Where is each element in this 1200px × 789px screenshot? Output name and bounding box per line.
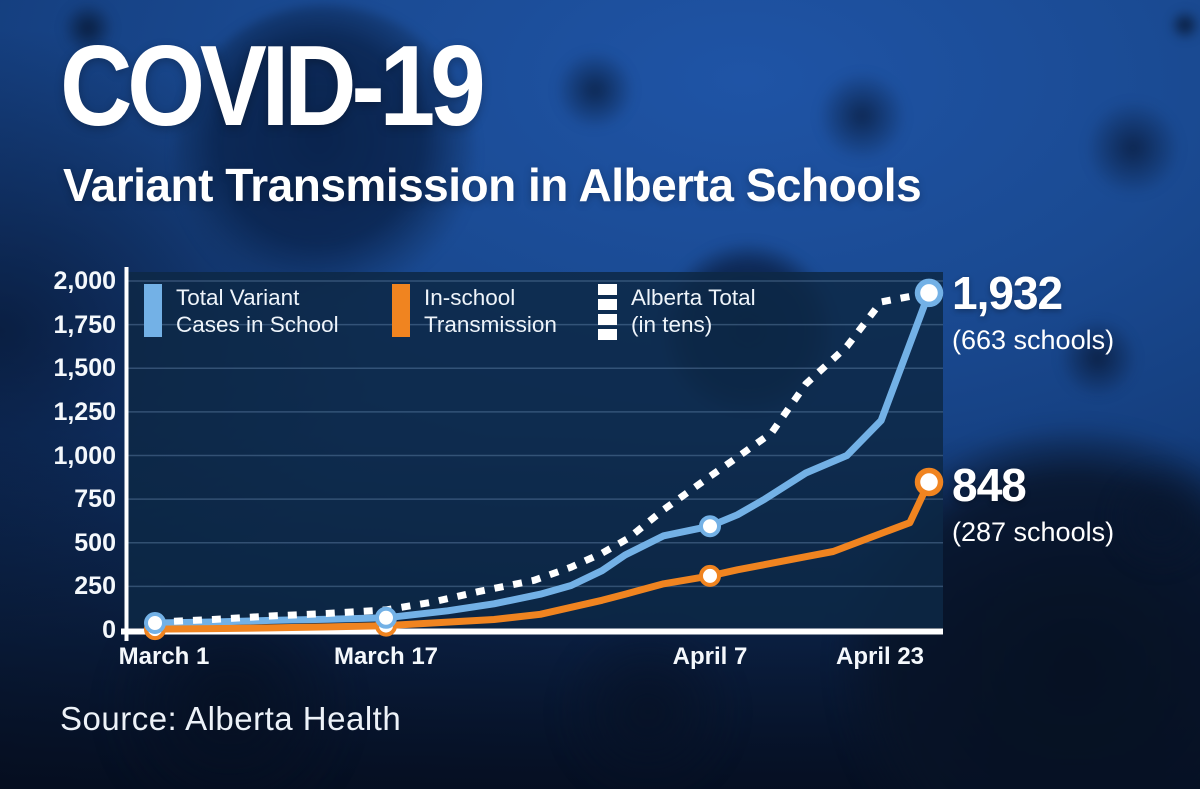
marker-total-variant-cases-in-school — [375, 606, 397, 629]
y-tick-label-1,250: 1,250 — [53, 397, 116, 426]
legend-dash — [598, 329, 617, 340]
source-credit: Source: Alberta Health — [60, 700, 402, 737]
endpoint-annotation-in-school: 848 (287 schools) — [952, 462, 1114, 548]
marker-total-variant-cases-in-school — [144, 612, 166, 634]
x-tick-label-april-23: April 23 — [835, 643, 925, 670]
legend-dash — [598, 314, 617, 325]
marker-in-school-transmission — [914, 467, 944, 497]
legend-label-alberta-total: Alberta Total (in tens) — [631, 284, 756, 340]
endpoint-annotation-total-variant: 1,932 (663 schools) — [952, 270, 1114, 356]
x-axis-line — [121, 628, 943, 635]
y-tick-label-1,750: 1,750 — [53, 310, 116, 339]
x-tick-label-march-1: March 1 — [118, 643, 210, 670]
legend-label-total-variant: Total Variant Cases in School — [176, 284, 339, 338]
y-tick-label-0: 0 — [102, 616, 116, 644]
legend-label-line: Alberta Total — [631, 285, 756, 310]
series-line-total-variant-cases-in-school — [151, 289, 933, 627]
page-title: COVID-19 — [60, 23, 486, 150]
annotation-value: 848 — [952, 459, 1027, 511]
legend-label-in-school: In-school Transmission — [424, 284, 557, 338]
x-tick-label-march-17: March 17 — [333, 643, 439, 670]
page-subtitle: Variant Transmission in Alberta Schools — [63, 159, 922, 211]
y-axis-line — [124, 267, 129, 641]
marker-total-variant-cases-in-school — [699, 515, 721, 538]
legend-swatch-in-school — [392, 284, 410, 337]
legend-item-total-variant: Total Variant Cases in School — [144, 284, 339, 338]
legend-label-line: Cases in School — [176, 311, 339, 337]
legend-label-line: Total Variant — [176, 285, 300, 310]
plot-panel — [127, 272, 943, 628]
legend-swatch-total-variant — [144, 284, 162, 337]
legend-dash — [598, 299, 617, 310]
legend-swatch-alberta-total — [598, 284, 617, 340]
legend-label-line: (in tens) — [631, 311, 713, 337]
y-tick-label-1,500: 1,500 — [53, 354, 116, 383]
annotation-detail: (663 schools) — [952, 325, 1115, 355]
y-tick-label-500: 500 — [74, 528, 116, 557]
y-tick-label-250: 250 — [74, 572, 116, 601]
legend-item-in-school: In-school Transmission — [392, 284, 557, 338]
legend-label-line: Transmission — [424, 311, 557, 337]
y-tick-label-1,000: 1,000 — [53, 441, 116, 470]
marker-total-variant-cases-in-school — [914, 278, 944, 308]
y-tick-label-2,000: 2,000 — [53, 267, 116, 295]
legend-label-line: In-school — [424, 285, 516, 310]
marker-in-school-transmission — [699, 564, 721, 587]
x-tick-label-april-7: April 7 — [672, 643, 748, 670]
series-line-alberta-total-in-tens — [154, 289, 930, 626]
annotation-value: 1,932 — [952, 267, 1063, 319]
annotation-detail: (287 schools) — [952, 517, 1115, 547]
y-tick-label-750: 750 — [74, 485, 116, 514]
legend-item-alberta-total: Alberta Total (in tens) — [598, 284, 756, 340]
legend-dash — [598, 284, 617, 295]
series-line-in-school-transmission — [151, 478, 933, 633]
